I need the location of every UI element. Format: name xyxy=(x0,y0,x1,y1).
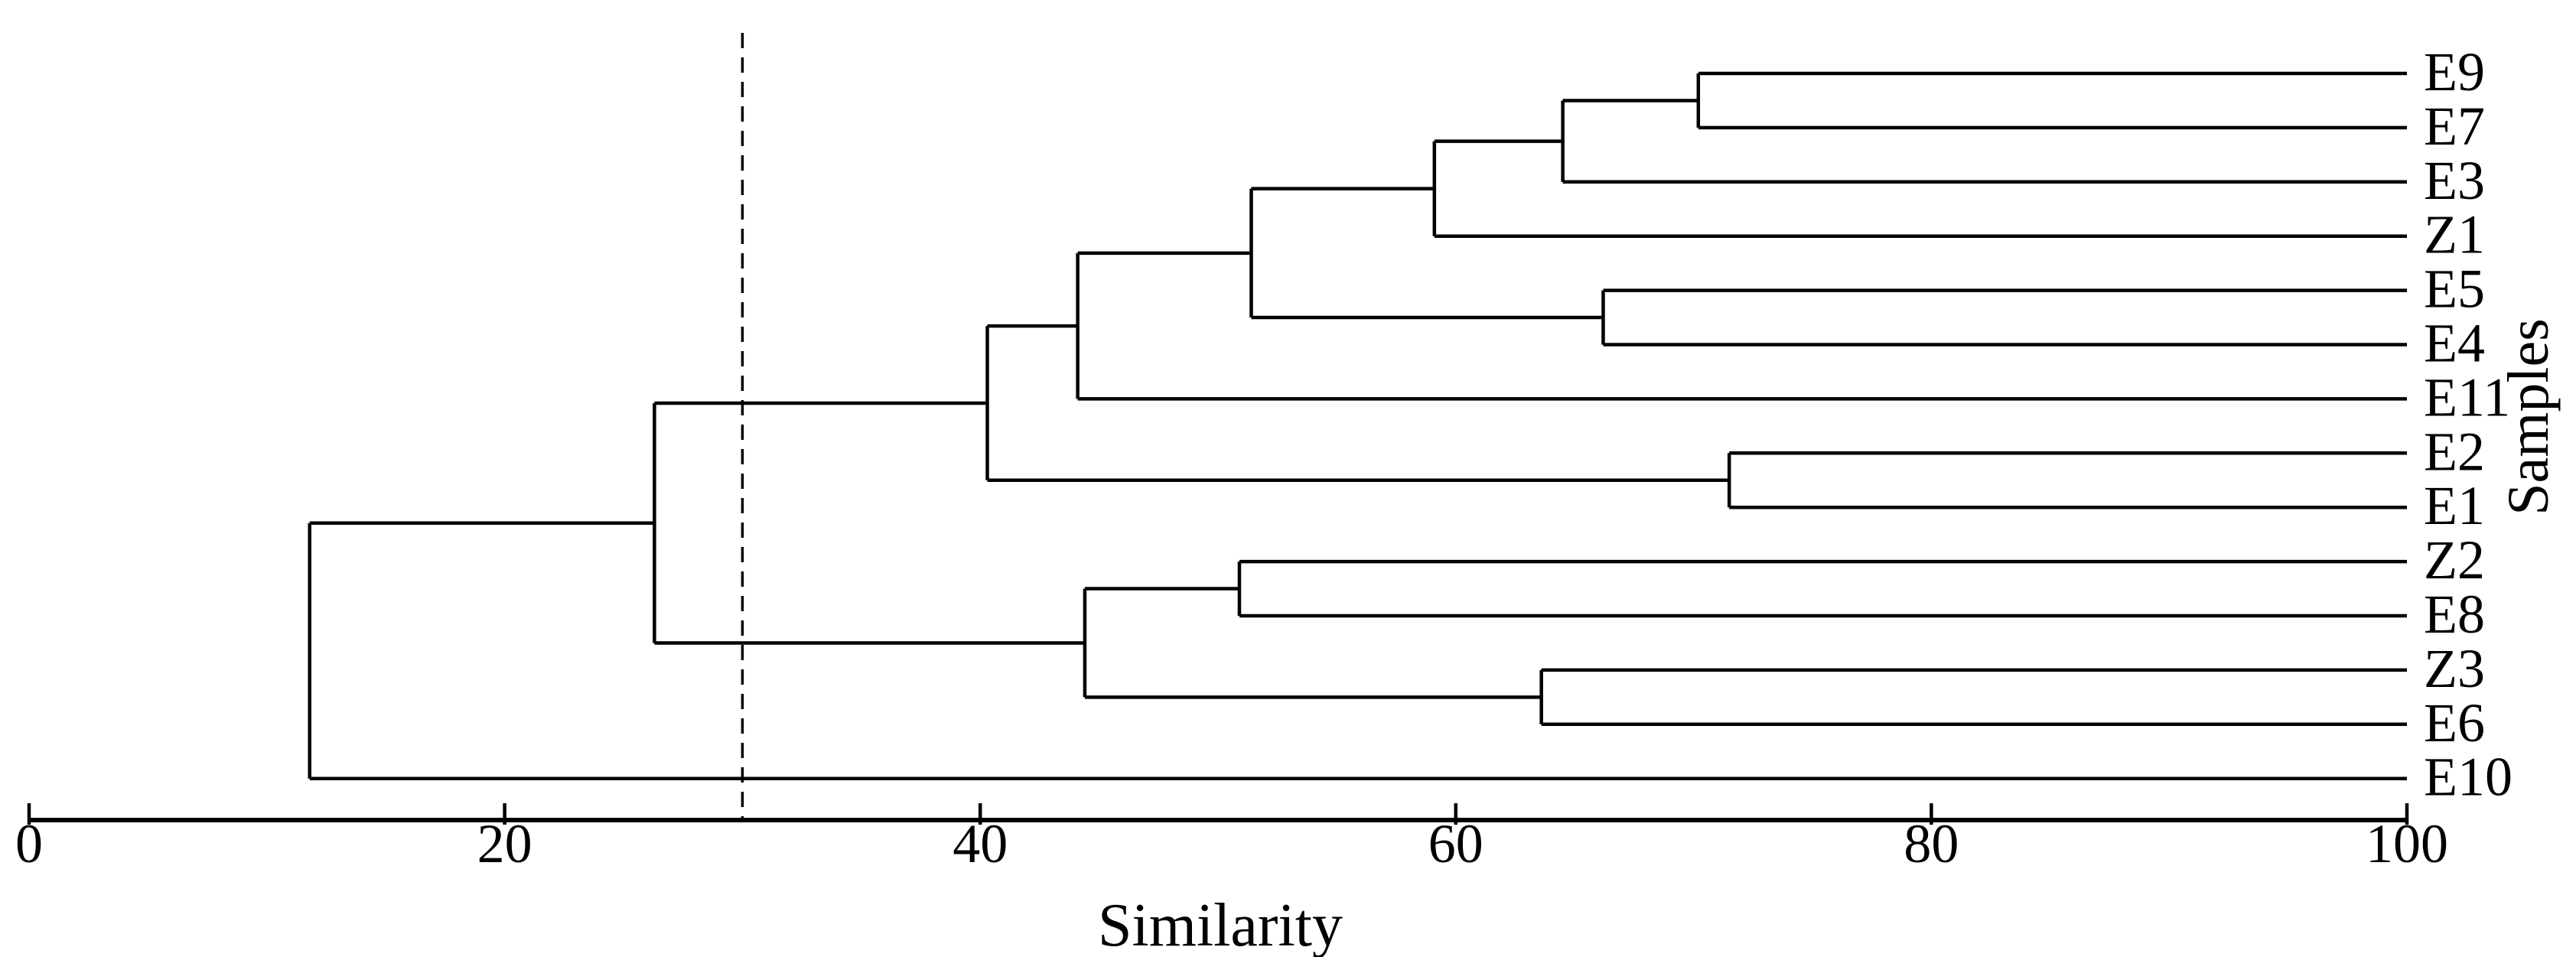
leaf-label-Z1: Z1 xyxy=(2424,204,2485,265)
leaf-label-E3: E3 xyxy=(2424,150,2485,211)
x-tick-label-80: 80 xyxy=(1904,813,1959,874)
leaf-label-E9: E9 xyxy=(2424,41,2485,103)
y-axis-title: Samples xyxy=(2496,318,2561,516)
leaf-label-E4: E4 xyxy=(2424,313,2485,374)
leaf-label-E6: E6 xyxy=(2424,692,2485,754)
leaf-label-E2: E2 xyxy=(2424,421,2485,482)
x-axis-tick-labels: 0 20 40 60 80 100 xyxy=(15,813,2448,874)
dendrogram-links xyxy=(308,71,2407,780)
leaf-label-E1: E1 xyxy=(2424,475,2485,536)
x-axis-title: Similarity xyxy=(1098,892,1343,957)
x-axis xyxy=(27,803,2409,825)
x-tick-label-40: 40 xyxy=(953,813,1008,874)
leaf-label-E11: E11 xyxy=(2424,366,2510,428)
leaf-label-Z2: Z2 xyxy=(2424,529,2485,591)
x-tick-label-100: 100 xyxy=(2366,813,2448,874)
leaf-label-E8: E8 xyxy=(2424,584,2485,645)
leaf-label-E5: E5 xyxy=(2424,259,2485,320)
x-tick-label-20: 20 xyxy=(477,813,532,874)
leaf-label-Z3: Z3 xyxy=(2424,638,2485,699)
x-tick-label-60: 60 xyxy=(1428,813,1483,874)
leaf-label-E10: E10 xyxy=(2424,747,2512,808)
leaf-label-E7: E7 xyxy=(2424,96,2485,157)
x-tick-label-0: 0 xyxy=(15,813,43,874)
